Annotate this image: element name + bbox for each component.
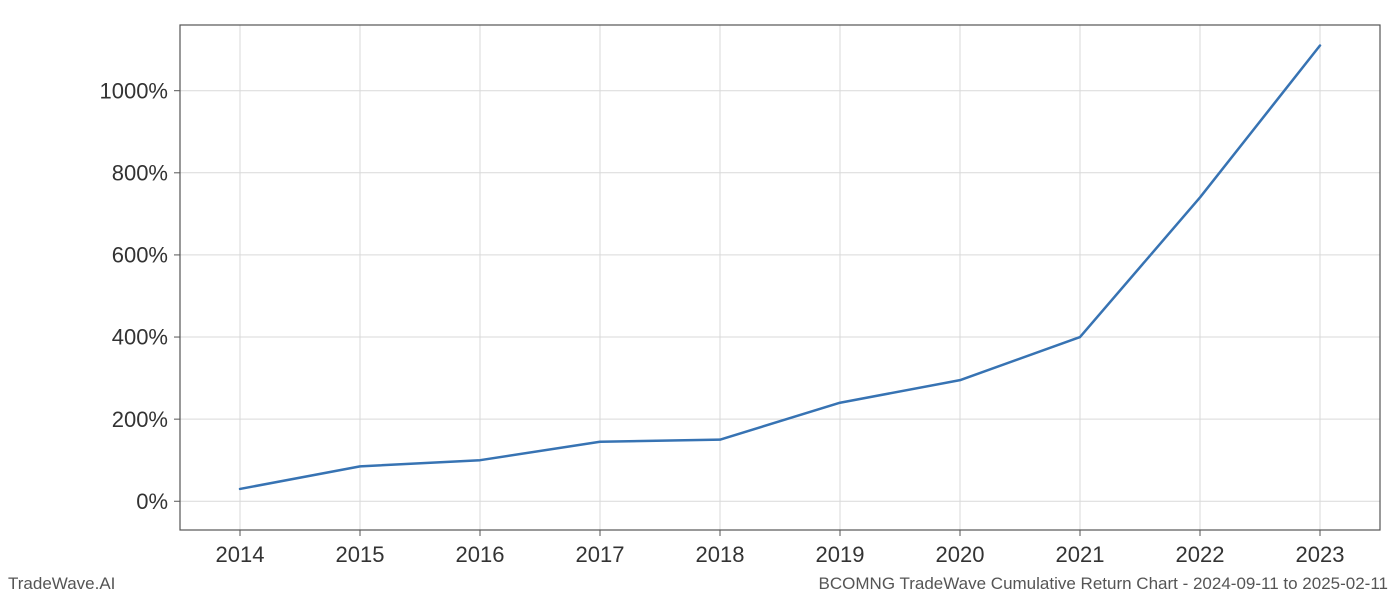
chart-container: 2014 2015 2016 2017 2018 2019 2020 2021 2022 2023… bbox=[0, 0, 1400, 600]
x-tick-label: 2018 bbox=[696, 542, 745, 567]
x-tick-label: 2015 bbox=[336, 542, 385, 567]
y-tick-label: 200% bbox=[112, 407, 168, 432]
y-tick-label: 600% bbox=[112, 243, 168, 268]
x-tick-label: 2019 bbox=[816, 542, 865, 567]
x-tick-label: 2014 bbox=[216, 542, 265, 567]
chart-bg bbox=[0, 0, 1400, 600]
x-tick-label: 2022 bbox=[1176, 542, 1225, 567]
y-tick-label: 1000% bbox=[99, 78, 168, 103]
x-tick-label: 2017 bbox=[576, 542, 625, 567]
y-tick-label: 0% bbox=[136, 489, 168, 514]
y-tick-label: 800% bbox=[112, 161, 168, 186]
x-tick-label: 2021 bbox=[1056, 542, 1105, 567]
footer-right-label: BCOMNG TradeWave Cumulative Return Chart… bbox=[819, 574, 1388, 594]
y-tick-label: 400% bbox=[112, 325, 168, 350]
x-tick-label: 2023 bbox=[1296, 542, 1345, 567]
line-chart: 2014 2015 2016 2017 2018 2019 2020 2021 2022 2023… bbox=[0, 0, 1400, 600]
x-tick-label: 2016 bbox=[456, 542, 505, 567]
x-tick-label: 2020 bbox=[936, 542, 985, 567]
footer-left-label: TradeWave.AI bbox=[8, 574, 115, 594]
